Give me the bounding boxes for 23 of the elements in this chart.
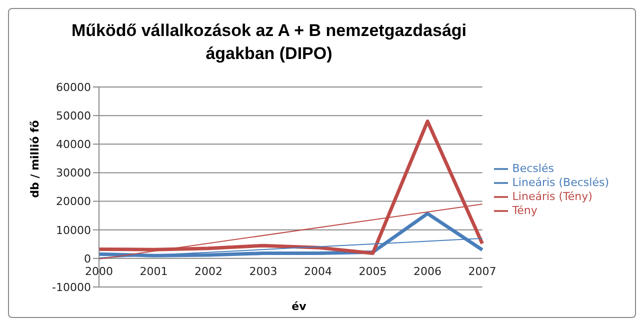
y-tick-label: 30000 <box>56 166 91 180</box>
y-tick-label: -10000 <box>52 280 91 294</box>
x-tick-label: 2007 <box>468 264 496 278</box>
x-tick-label: 2002 <box>194 264 223 278</box>
chart-title: Működő vállalkozások az A + B nemzetgazdasági ágakban (DIPO) <box>70 20 468 65</box>
legend-label: Tény <box>512 204 538 218</box>
legend-label: Becslés <box>512 162 554 176</box>
x-tick-label: 2003 <box>249 264 278 278</box>
x-axis-title: év <box>292 300 306 313</box>
x-tick-label: 2001 <box>140 264 168 278</box>
x-tick-label: 2000 <box>85 264 113 278</box>
x-tick-label: 2005 <box>358 264 387 278</box>
y-tick-label: 10000 <box>56 224 91 237</box>
legend-label: Lineáris (Becslés) <box>512 176 609 190</box>
y-tick-label: 20000 <box>56 195 91 208</box>
y-tick-label: 50000 <box>56 109 91 122</box>
y-tick-label: 40000 <box>56 138 91 152</box>
x-tick-label: 2006 <box>414 264 442 278</box>
x-tick-label: 2004 <box>304 264 332 278</box>
y-tick-label: 0 <box>84 252 91 266</box>
y-tick-label: 60000 <box>56 80 91 94</box>
y-axis-title: db / millió fő <box>28 120 42 198</box>
legend-label: Lineáris (Tény) <box>512 190 592 204</box>
